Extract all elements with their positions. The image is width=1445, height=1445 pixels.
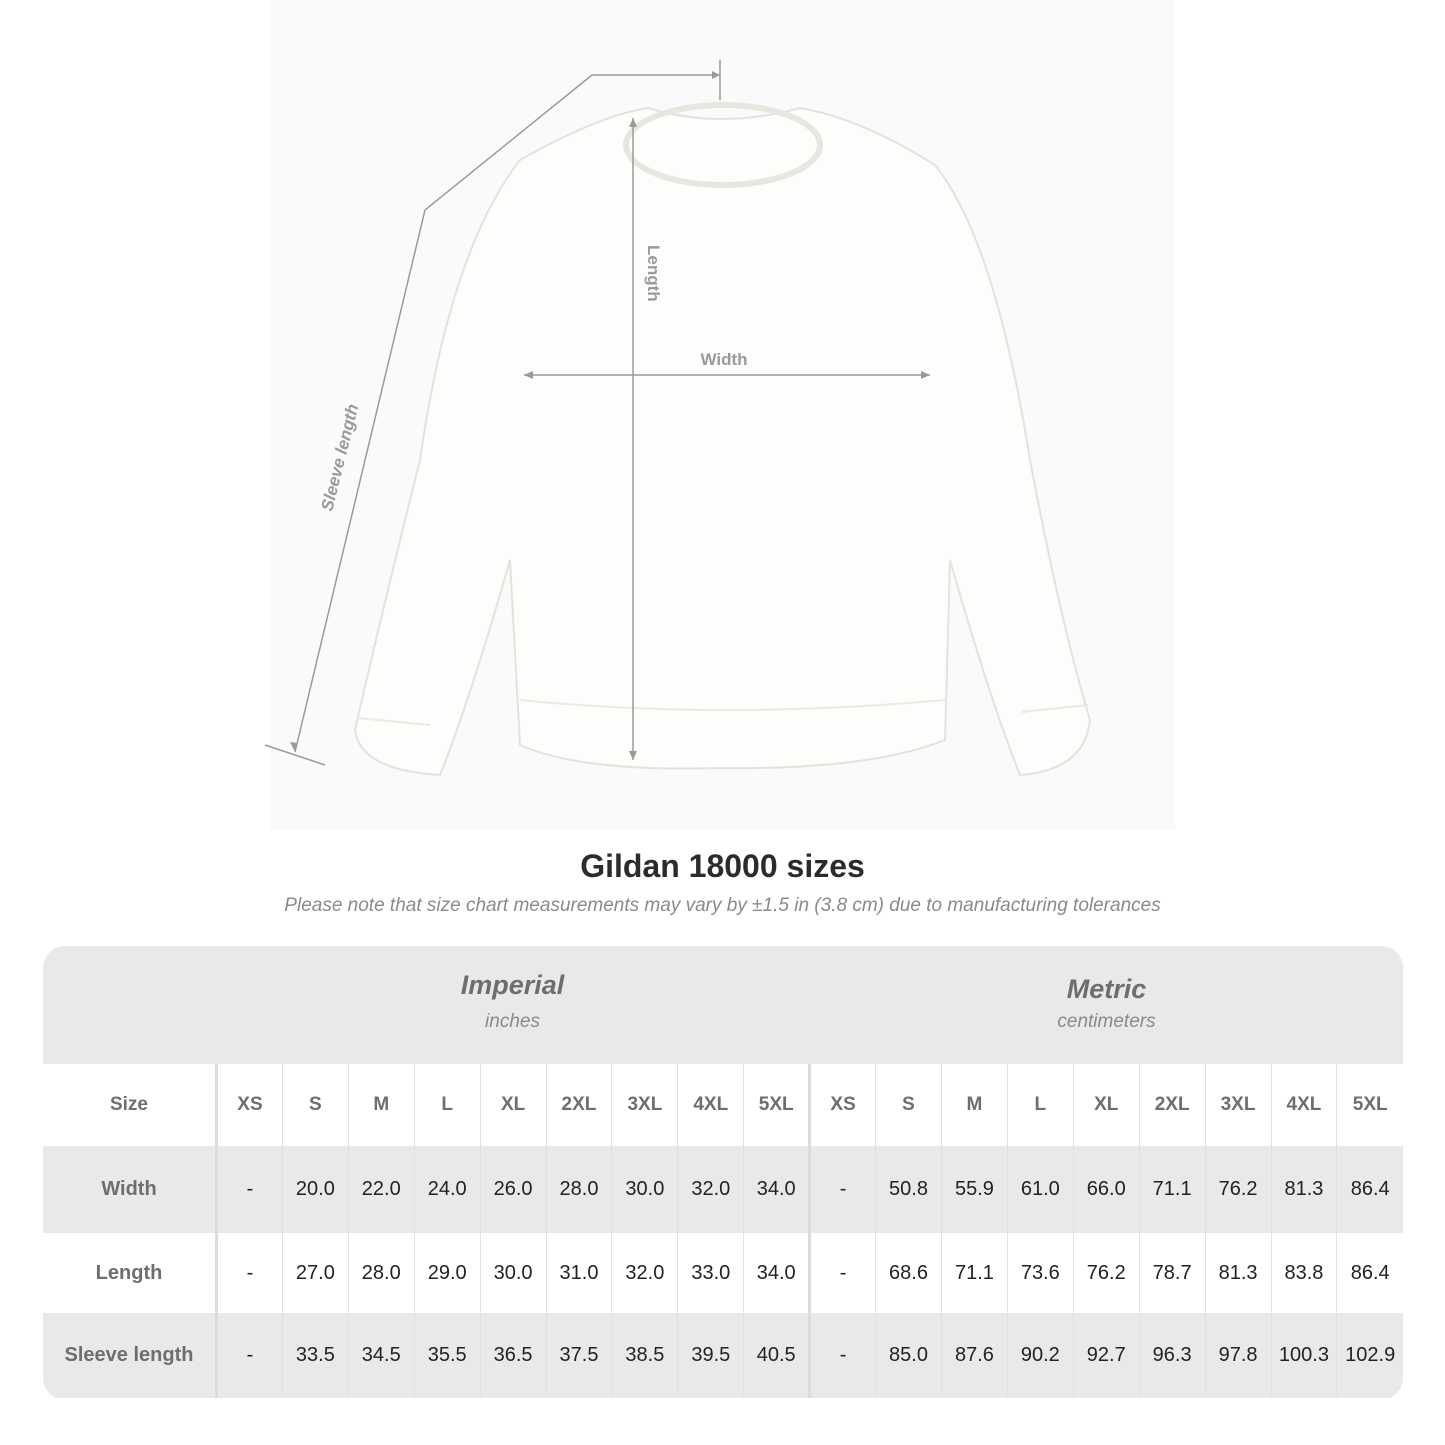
- metric-size-m: M: [940, 1064, 1008, 1146]
- table-row: Sleeve length -33.5 34.5 35.5 36.5 37.5 38.5 39…: [43, 1313, 1403, 1398]
- unit-header: Imperial inches Metric centimeters: [43, 946, 1403, 1064]
- imperial-size-xl: XL: [479, 1064, 547, 1146]
- imperial-value-cell: 27.0: [281, 1233, 349, 1313]
- tolerance-note: Please note that size chart measurements…: [284, 895, 1161, 916]
- metric-value-cell: 90.2: [1006, 1313, 1074, 1398]
- metric-value-cell: -: [808, 1233, 876, 1313]
- sweatshirt-icon: [353, 102, 1092, 777]
- imperial-value-cell: 28.0: [545, 1146, 612, 1233]
- metric-header: Metric centimeters: [810, 974, 1403, 1033]
- imperial-size-5xl: 5XL: [743, 1064, 810, 1146]
- imperial-value-cell: 37.5: [545, 1313, 612, 1398]
- imperial-value-cell: 20.0: [281, 1146, 349, 1233]
- metric-size-3xl: 3XL: [1204, 1064, 1271, 1146]
- metric-size-5xl: 5XL: [1336, 1064, 1403, 1146]
- size-chart: Imperial inches Metric centimeters Size X…: [43, 946, 1403, 1400]
- imperial-value-cell: 38.5: [611, 1313, 678, 1398]
- metric-value-cell: 71.1: [940, 1233, 1008, 1313]
- imperial-value-cell: -: [216, 1146, 283, 1233]
- width-label: Width: [700, 350, 747, 369]
- metric-value-cell: 81.3: [1270, 1146, 1337, 1233]
- imperial-value-cell: 32.0: [611, 1233, 678, 1313]
- metric-value-cell: -: [808, 1313, 876, 1398]
- page-title: Gildan 18000 sizes: [580, 848, 865, 884]
- metric-size-2xl: 2XL: [1138, 1064, 1206, 1146]
- imperial-size-l: L: [413, 1064, 481, 1146]
- size-header-row: Size XS S M L XL 2XL 3XL 4XL 5XL XS S M L XL 2XL 3XL 4XL 5…: [43, 1064, 1403, 1146]
- imperial-value-cell: 34.5: [347, 1313, 415, 1398]
- imperial-unit: inches: [485, 1011, 540, 1032]
- metric-value-cell: -: [808, 1146, 876, 1233]
- imperial-value-cell: 30.0: [479, 1233, 547, 1313]
- row-label: Width: [43, 1146, 218, 1233]
- metric-value-cell: 86.4: [1336, 1146, 1403, 1233]
- imperial-header: Imperial inches: [215, 970, 810, 1033]
- imperial-value-cell: -: [216, 1313, 283, 1398]
- metric-value-cell: 71.1: [1138, 1146, 1206, 1233]
- metric-value-cell: 76.2: [1204, 1146, 1271, 1233]
- imperial-size-m: M: [347, 1064, 415, 1146]
- metric-size-s: S: [875, 1064, 942, 1146]
- imperial-value-cell: 32.0: [677, 1146, 744, 1233]
- imperial-value-cell: 22.0: [347, 1146, 415, 1233]
- metric-value-cell: 83.8: [1270, 1233, 1337, 1313]
- imperial-value-cell: 30.0: [611, 1146, 678, 1233]
- metric-value-cell: 76.2: [1072, 1233, 1140, 1313]
- metric-value-cell: 68.6: [875, 1233, 942, 1313]
- metric-value-cell: 87.6: [940, 1313, 1008, 1398]
- metric-size-xs: XS: [808, 1064, 876, 1146]
- imperial-value-cell: 31.0: [545, 1233, 612, 1313]
- length-label: Length: [644, 245, 663, 302]
- imperial-value-cell: 33.0: [677, 1233, 744, 1313]
- metric-value-cell: 55.9: [940, 1146, 1008, 1233]
- row-label: Sleeve length: [43, 1313, 218, 1398]
- row-label: Length: [43, 1233, 218, 1313]
- measure-lines: [264, 60, 930, 766]
- imperial-size-s: S: [281, 1064, 349, 1146]
- metric-value-cell: 81.3: [1204, 1233, 1271, 1313]
- imperial-value-cell: 40.5: [743, 1313, 810, 1398]
- metric-value-cell: 100.3: [1270, 1313, 1337, 1398]
- sweatshirt-illustration: Length Width Sleeve length: [264, 60, 1092, 777]
- imperial-value-cell: 26.0: [479, 1146, 547, 1233]
- imperial-size-2xl: 2XL: [545, 1064, 612, 1146]
- imperial-title: Imperial: [460, 970, 565, 1000]
- metric-size-4xl: 4XL: [1270, 1064, 1337, 1146]
- metric-title: Metric: [1066, 974, 1147, 1004]
- metric-value-cell: 66.0: [1072, 1146, 1140, 1233]
- table-row: Length -27.0 28.0 29.0 30.0 31.0 32.0 33.0 34.0-…: [43, 1233, 1403, 1313]
- metric-value-cell: 92.7: [1072, 1313, 1140, 1398]
- imperial-value-cell: 33.5: [281, 1313, 349, 1398]
- imperial-value-cell: -: [216, 1233, 283, 1313]
- table-row: Width -20.0 22.0 24.0 26.0 28.0 30.0 32.0 34.0-5…: [43, 1146, 1403, 1233]
- metric-value-cell: 73.6: [1006, 1233, 1074, 1313]
- metric-value-cell: 102.9: [1336, 1313, 1403, 1398]
- metric-value-cell: 78.7: [1138, 1233, 1206, 1313]
- imperial-value-cell: 28.0: [347, 1233, 415, 1313]
- imperial-value-cell: 36.5: [479, 1313, 547, 1398]
- metric-size-l: L: [1006, 1064, 1074, 1146]
- imperial-size-4xl: 4XL: [677, 1064, 744, 1146]
- metric-value-cell: 86.4: [1336, 1233, 1403, 1313]
- metric-unit: centimeters: [1057, 1011, 1156, 1032]
- size-table: Size XS S M L XL 2XL 3XL 4XL 5XL XS S M L XL 2XL 3XL 4XL 5…: [43, 1064, 1403, 1398]
- metric-value-cell: 50.8: [875, 1146, 942, 1233]
- imperial-value-cell: 29.0: [413, 1233, 481, 1313]
- imperial-value-cell: 39.5: [677, 1313, 744, 1398]
- metric-value-cell: 61.0: [1006, 1146, 1074, 1233]
- imperial-size-3xl: 3XL: [611, 1064, 678, 1146]
- metric-value-cell: 96.3: [1138, 1313, 1206, 1398]
- imperial-value-cell: 35.5: [413, 1313, 481, 1398]
- metric-value-cell: 85.0: [875, 1313, 942, 1398]
- imperial-size-xs: XS: [216, 1064, 283, 1146]
- metric-size-xl: XL: [1072, 1064, 1140, 1146]
- size-column-header: Size: [43, 1064, 218, 1146]
- imperial-value-cell: 34.0: [743, 1146, 810, 1233]
- imperial-value-cell: 24.0: [413, 1146, 481, 1233]
- imperial-value-cell: 34.0: [743, 1233, 810, 1313]
- metric-value-cell: 97.8: [1204, 1313, 1271, 1398]
